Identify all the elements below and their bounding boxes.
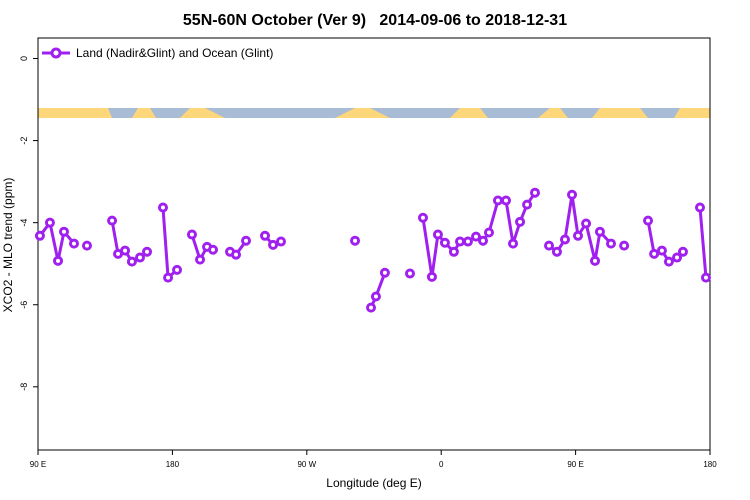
point [590, 255, 601, 266]
x-tick-label: 90 W [297, 460, 316, 469]
point [439, 237, 450, 248]
point [492, 195, 503, 206]
point [34, 230, 45, 241]
y-tick-label: -8 [19, 383, 29, 391]
point [455, 236, 466, 247]
point [241, 235, 252, 246]
x-tick-label: 180 [703, 460, 717, 469]
point [656, 245, 667, 256]
point [370, 291, 381, 302]
legend-label: Land (Nadir&Glint) and Ocean (Glint) [76, 46, 273, 60]
legend-marker [50, 47, 62, 59]
x-tick-label: 90 E [567, 460, 583, 469]
point [417, 212, 428, 223]
y-axis-label: XCO2 - MLO trend (ppm) [1, 178, 15, 313]
point [81, 240, 92, 251]
point [120, 245, 131, 256]
point [186, 229, 197, 240]
point [195, 254, 206, 265]
point [581, 218, 592, 229]
point [157, 202, 168, 213]
point [432, 229, 443, 240]
point [462, 236, 473, 247]
point [700, 272, 711, 283]
point [53, 255, 64, 266]
point [126, 256, 137, 267]
point [501, 195, 512, 206]
point [551, 246, 562, 257]
point [44, 217, 55, 228]
point [478, 235, 489, 246]
y-tick-label: 0 [19, 56, 29, 61]
point [142, 246, 153, 257]
point [208, 244, 219, 255]
point [426, 271, 437, 282]
x-tick-label: 180 [166, 460, 180, 469]
y-tick-label: -6 [19, 301, 29, 309]
point [594, 226, 605, 237]
point [275, 236, 286, 247]
x-axis-label: Longitude (deg E) [326, 476, 421, 490]
point [107, 215, 118, 226]
point [259, 230, 270, 241]
point [677, 246, 688, 257]
point [559, 234, 570, 245]
point [163, 272, 174, 283]
point [68, 238, 79, 249]
x-tick-label: 90 E [30, 460, 46, 469]
point [172, 264, 183, 275]
y-tick-label: -2 [19, 137, 29, 145]
point [268, 239, 279, 250]
point [379, 267, 390, 278]
point [605, 238, 616, 249]
x-tick-label: 0 [439, 460, 444, 469]
point [231, 249, 242, 260]
point [58, 226, 69, 237]
point [448, 246, 459, 257]
point [515, 216, 526, 227]
point [350, 235, 361, 246]
point [544, 240, 555, 251]
point [619, 240, 630, 251]
point [649, 248, 660, 259]
point [643, 215, 654, 226]
point [671, 252, 682, 263]
point [572, 230, 583, 241]
plot-frame [37, 37, 711, 451]
point [522, 199, 533, 210]
point [508, 238, 519, 249]
y-tick-label: -4 [19, 219, 29, 227]
map-strip [38, 108, 710, 118]
point [694, 202, 705, 213]
chart-title: 55N-60N October (Ver 9) 2014-09-06 to 20… [183, 12, 567, 29]
point [134, 252, 145, 263]
series-line [38, 191, 708, 309]
point [366, 302, 377, 313]
point [404, 268, 415, 279]
point [529, 187, 540, 198]
point [483, 227, 494, 238]
point [567, 189, 578, 200]
legend: Land (Nadir&Glint) and Ocean (Glint) [42, 46, 273, 60]
point [470, 231, 481, 242]
point [663, 256, 674, 267]
